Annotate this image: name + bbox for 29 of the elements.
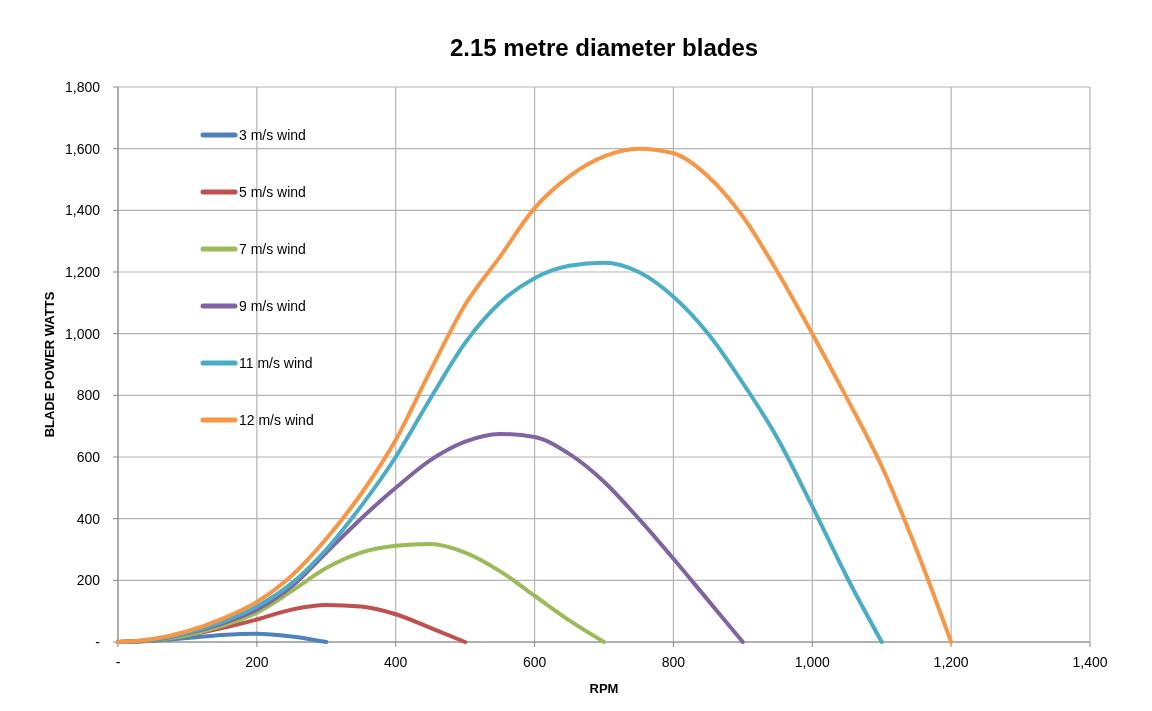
y-tick-label: - [95,633,101,650]
x-axis-title: RPM [589,681,619,696]
legend-label: 11 m/s wind [239,354,313,371]
y-tick-label: 1,400 [64,202,101,219]
y-tick-label: 1,200 [64,263,101,280]
legend-label: 12 m/s wind [239,411,314,428]
x-tick-label: 1,000 [794,654,831,670]
x-tick-label: 800 [661,654,686,670]
y-tick-label: 600 [76,448,101,465]
legend-label: 5 m/s wind [239,183,306,200]
chart-title: 2.15 metre diameter blades [449,34,759,61]
y-tick-label: 1,800 [64,78,101,95]
x-tick-label: - [115,654,121,670]
y-tick-label: 400 [76,510,101,527]
y-tick-label: 200 [76,572,101,589]
line-series [116,146,954,644]
x-tick-label: 400 [384,654,408,670]
y-axis-title: BLADE POWER WATTS [42,291,57,438]
x-tick-label: 1,400 [1072,654,1108,670]
legend-label: 9 m/s wind [239,297,306,314]
x-tick-label: 1,200 [933,654,969,670]
x-tick-label: 600 [522,654,547,670]
legend-label: 3 m/s wind [239,126,306,143]
y-tick-label: 1,600 [64,140,101,157]
legend-label: 7 m/s wind [239,240,306,257]
x-tick-label: 200 [245,654,269,670]
y-tick-label: 800 [76,387,101,404]
line-series [116,260,884,644]
y-tick-label: 1,000 [64,325,101,342]
